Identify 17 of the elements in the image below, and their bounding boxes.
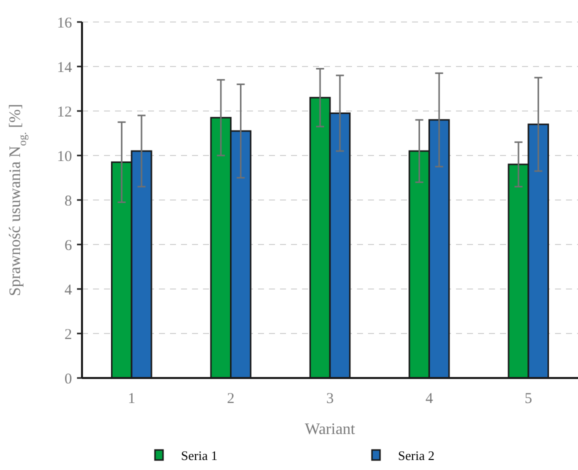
x-tick-label: 3 xyxy=(326,391,334,407)
x-axis-title: Wariant xyxy=(304,421,356,438)
y-tick-label: 0 xyxy=(64,371,72,388)
y-tick-label: 12 xyxy=(57,104,72,120)
x-tick-label: 2 xyxy=(227,391,235,407)
legend-label: Seria 2 xyxy=(398,448,434,463)
legend-label: Seria 1 xyxy=(181,448,218,463)
y-tick-label: 14 xyxy=(57,60,72,76)
y-tick-label: 10 xyxy=(57,148,72,165)
y-tick-label: 4 xyxy=(64,282,72,298)
x-tick-label: 5 xyxy=(524,391,532,407)
y-tick-label: 8 xyxy=(64,193,72,210)
x-tick-label: 4 xyxy=(425,391,434,407)
x-tick-label: 1 xyxy=(128,391,136,407)
y-tick-label: 16 xyxy=(57,15,72,32)
y-tick-label: 6 xyxy=(64,238,72,254)
y-tick-label: 2 xyxy=(64,326,72,343)
